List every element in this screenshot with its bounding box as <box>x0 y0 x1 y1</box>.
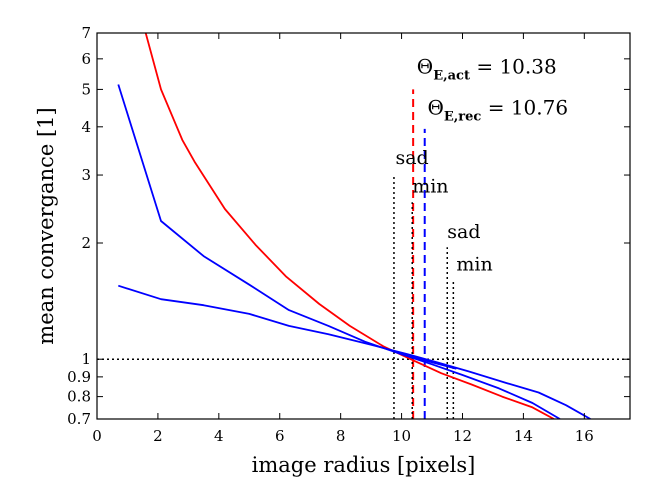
theta-e-rec-subscript: E,rec <box>444 110 482 125</box>
y-tick-label: 6 <box>81 50 91 68</box>
theta-e-act-label: ΘE,act = 10.38 <box>417 54 557 83</box>
x-tick-label: 10 <box>392 427 411 445</box>
theta-e-act-subscript: E,act <box>433 68 470 83</box>
x-tick-label: 0 <box>92 427 102 445</box>
min-1-label: min <box>412 176 448 198</box>
x-tick-label: 8 <box>336 427 346 445</box>
y-tick-label: 3 <box>81 166 91 184</box>
x-tick-label: 12 <box>453 427 472 445</box>
y-tick-label: 7 <box>81 24 91 42</box>
x-tick-label: 2 <box>153 427 163 445</box>
x-axis-label: image radius [pixels] <box>252 453 476 477</box>
theta-e-act-symbol: Θ <box>417 54 433 78</box>
theta-e-act-value: = 10.38 <box>470 54 557 78</box>
x-tick-label: 16 <box>575 427 594 445</box>
theta-e-rec-symbol: Θ <box>427 96 443 120</box>
min-2-label: min <box>456 253 492 275</box>
y-tick-label: 0.9 <box>67 368 91 386</box>
series-reconstructed-segment <box>401 353 457 370</box>
series-reconstructed-inner <box>117 84 561 419</box>
x-tick-label: 4 <box>214 427 224 445</box>
theta-e-rec-label: ΘE,rec = 10.76 <box>427 96 568 125</box>
x-tick-label: 14 <box>514 427 533 445</box>
x-tick-label: 6 <box>275 427 285 445</box>
saddle-2-label: sad <box>447 221 480 243</box>
saddle-1-label: sad <box>395 147 428 169</box>
y-tick-label: 0.8 <box>67 388 91 406</box>
series-reconstructed-outer <box>118 284 591 419</box>
series-actual <box>144 33 555 419</box>
theta-e-rec-value: = 10.76 <box>481 96 568 120</box>
y-tick-label: 2 <box>81 234 91 252</box>
y-tick-label: 1 <box>81 350 91 368</box>
y-tick-label: 5 <box>81 80 91 98</box>
plot-frame <box>96 32 631 420</box>
y-tick-label: 4 <box>81 118 91 136</box>
y-axis-label: mean convergance [1] <box>34 107 58 344</box>
y-tick-label: 0.7 <box>67 410 91 428</box>
